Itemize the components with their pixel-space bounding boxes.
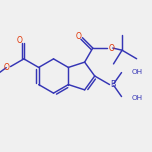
Text: OH: OH <box>131 69 142 74</box>
Text: O: O <box>3 63 9 72</box>
Text: B: B <box>110 80 116 89</box>
Text: O: O <box>75 32 81 41</box>
Text: OH: OH <box>131 95 142 101</box>
Text: O: O <box>109 44 115 53</box>
Text: O: O <box>17 36 22 45</box>
